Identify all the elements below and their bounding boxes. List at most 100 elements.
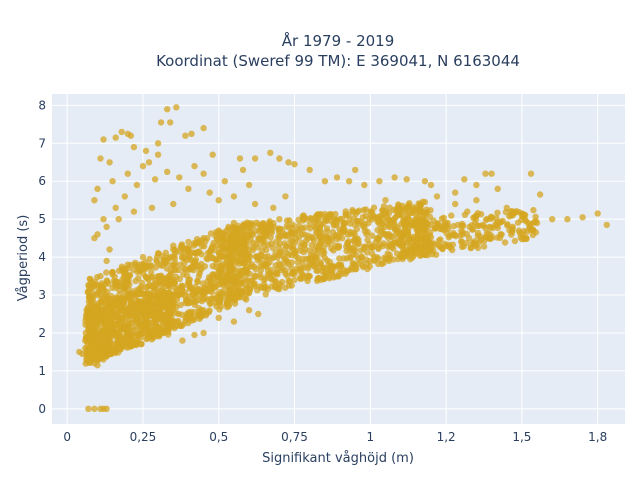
data-point [427, 229, 434, 236]
data-point [336, 265, 344, 272]
data-point [164, 301, 171, 308]
data-point [169, 292, 176, 299]
data-point [236, 288, 243, 295]
data-point [145, 301, 152, 309]
data-point [94, 185, 101, 192]
data-point [533, 219, 541, 227]
data-point [256, 234, 263, 241]
data-point [536, 191, 544, 198]
data-point [100, 293, 108, 300]
data-point [150, 284, 158, 291]
data-point [232, 259, 240, 267]
data-point [281, 240, 288, 247]
data-point [230, 318, 238, 325]
data-point [154, 293, 162, 300]
data-point [473, 181, 480, 189]
data-point [294, 226, 301, 233]
data-point [297, 268, 304, 275]
data-point [171, 262, 178, 269]
data-point [276, 155, 283, 162]
data-point [151, 176, 159, 183]
data-point [241, 223, 248, 230]
data-point [503, 204, 510, 211]
data-point [91, 303, 98, 310]
x-axis-ticks: 0 0,25 0,5 0,75 1 1,2 1,5 1,8 [63, 430, 607, 444]
data-point [196, 270, 203, 277]
data-point [207, 246, 215, 253]
data-point [306, 225, 314, 232]
data-point [405, 225, 412, 233]
data-point [133, 181, 141, 189]
data-point [106, 246, 113, 253]
data-point [360, 207, 367, 214]
data-point [482, 170, 489, 177]
data-point [145, 159, 153, 166]
data-point [196, 313, 204, 320]
data-point [308, 241, 315, 249]
data-point [344, 239, 351, 246]
data-point [476, 238, 483, 246]
data-point [108, 331, 115, 338]
data-point [209, 151, 216, 158]
y-tick-label: 0 [38, 402, 46, 416]
data-point [469, 226, 476, 233]
data-point [222, 255, 230, 262]
data-point [314, 255, 321, 262]
data-point [345, 178, 353, 185]
data-point [359, 262, 366, 269]
data-point [355, 255, 362, 262]
data-point [333, 174, 341, 181]
data-point [154, 324, 162, 331]
data-point [253, 219, 260, 226]
y-tick-label: 1 [38, 364, 46, 378]
data-point [524, 219, 532, 227]
data-point [243, 296, 250, 303]
data-point [142, 273, 150, 281]
x-tick-label: 0,5 [209, 430, 228, 444]
y-tick-label: 3 [38, 288, 46, 302]
data-point [272, 249, 279, 256]
data-point [148, 268, 155, 275]
data-point [236, 155, 244, 162]
data-point [361, 181, 368, 189]
data-point [527, 170, 535, 177]
data-point [288, 282, 295, 289]
data-point [249, 239, 257, 247]
data-point [132, 304, 139, 311]
data-point [352, 166, 359, 174]
data-point [364, 228, 371, 236]
data-point [179, 337, 186, 344]
data-point [182, 317, 189, 325]
data-point [236, 294, 243, 301]
data-point [178, 291, 185, 298]
data-point [306, 260, 313, 268]
data-point [185, 312, 192, 320]
data-point [381, 230, 389, 238]
data-point [239, 166, 247, 174]
data-point [191, 162, 198, 170]
data-point [282, 267, 289, 274]
data-point [181, 245, 188, 252]
data-point [252, 265, 260, 273]
data-point [276, 234, 283, 242]
data-point [339, 225, 347, 233]
data-point [118, 307, 126, 314]
data-point [340, 220, 347, 227]
data-point [245, 181, 253, 189]
data-point [458, 238, 465, 246]
data-point [146, 255, 153, 263]
y-axis-ticks: 0 1 2 3 4 5 6 7 8 [38, 98, 46, 415]
data-point [112, 204, 119, 211]
chart-title-line2: Koordinat (Sweref 99 TM): E 369041, N 61… [156, 52, 520, 70]
data-point [154, 250, 162, 257]
data-point [488, 214, 496, 221]
data-point [386, 223, 393, 231]
data-point [276, 240, 283, 247]
data-point [338, 270, 345, 278]
data-point [300, 242, 308, 249]
data-point [103, 223, 110, 230]
data-point [100, 287, 108, 295]
data-point [276, 280, 283, 287]
data-point [244, 283, 251, 291]
data-point [230, 293, 238, 301]
